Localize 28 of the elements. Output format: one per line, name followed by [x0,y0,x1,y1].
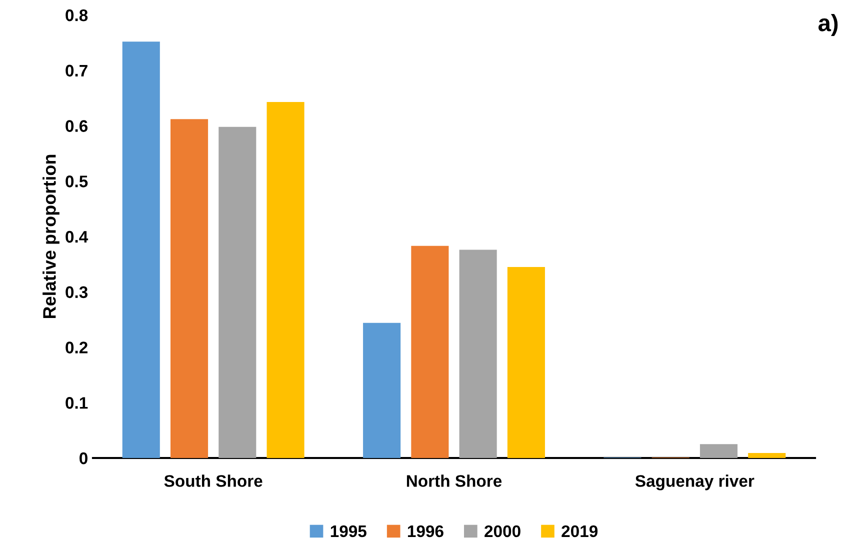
legend-label: 1995 [330,525,366,538]
x-tick-label: South Shore [164,474,262,487]
bar [122,42,160,458]
y-tick-label: 0 [80,452,88,464]
y-tick-label: 0.5 [66,176,88,188]
y-tick-label: 0.8 [66,9,88,22]
x-tick-label: North Shore [406,474,502,487]
legend-label: 2000 [484,525,520,538]
y-tick-label: 0.4 [66,230,88,243]
bar [748,453,786,458]
bar [170,119,208,458]
bar [459,250,497,458]
x-tick-label: Saguenay river [635,474,754,490]
y-axis-title: Relative proportion [42,154,60,318]
y-tick-label: 0.7 [66,64,88,77]
bar [266,102,304,458]
bar [363,322,401,458]
bar [700,444,738,458]
y-tick-label: 0.6 [66,120,88,132]
bar [411,246,449,458]
legend-label: 1996 [408,525,444,538]
bar [218,126,256,458]
legend-label: 2019 [562,525,598,538]
bar [507,266,545,458]
y-tick-label: 0.2 [66,342,88,354]
text: a) [818,14,838,36]
y-tick-label: 0.3 [66,286,88,298]
y-tick-label: 0.1 [66,397,88,409]
